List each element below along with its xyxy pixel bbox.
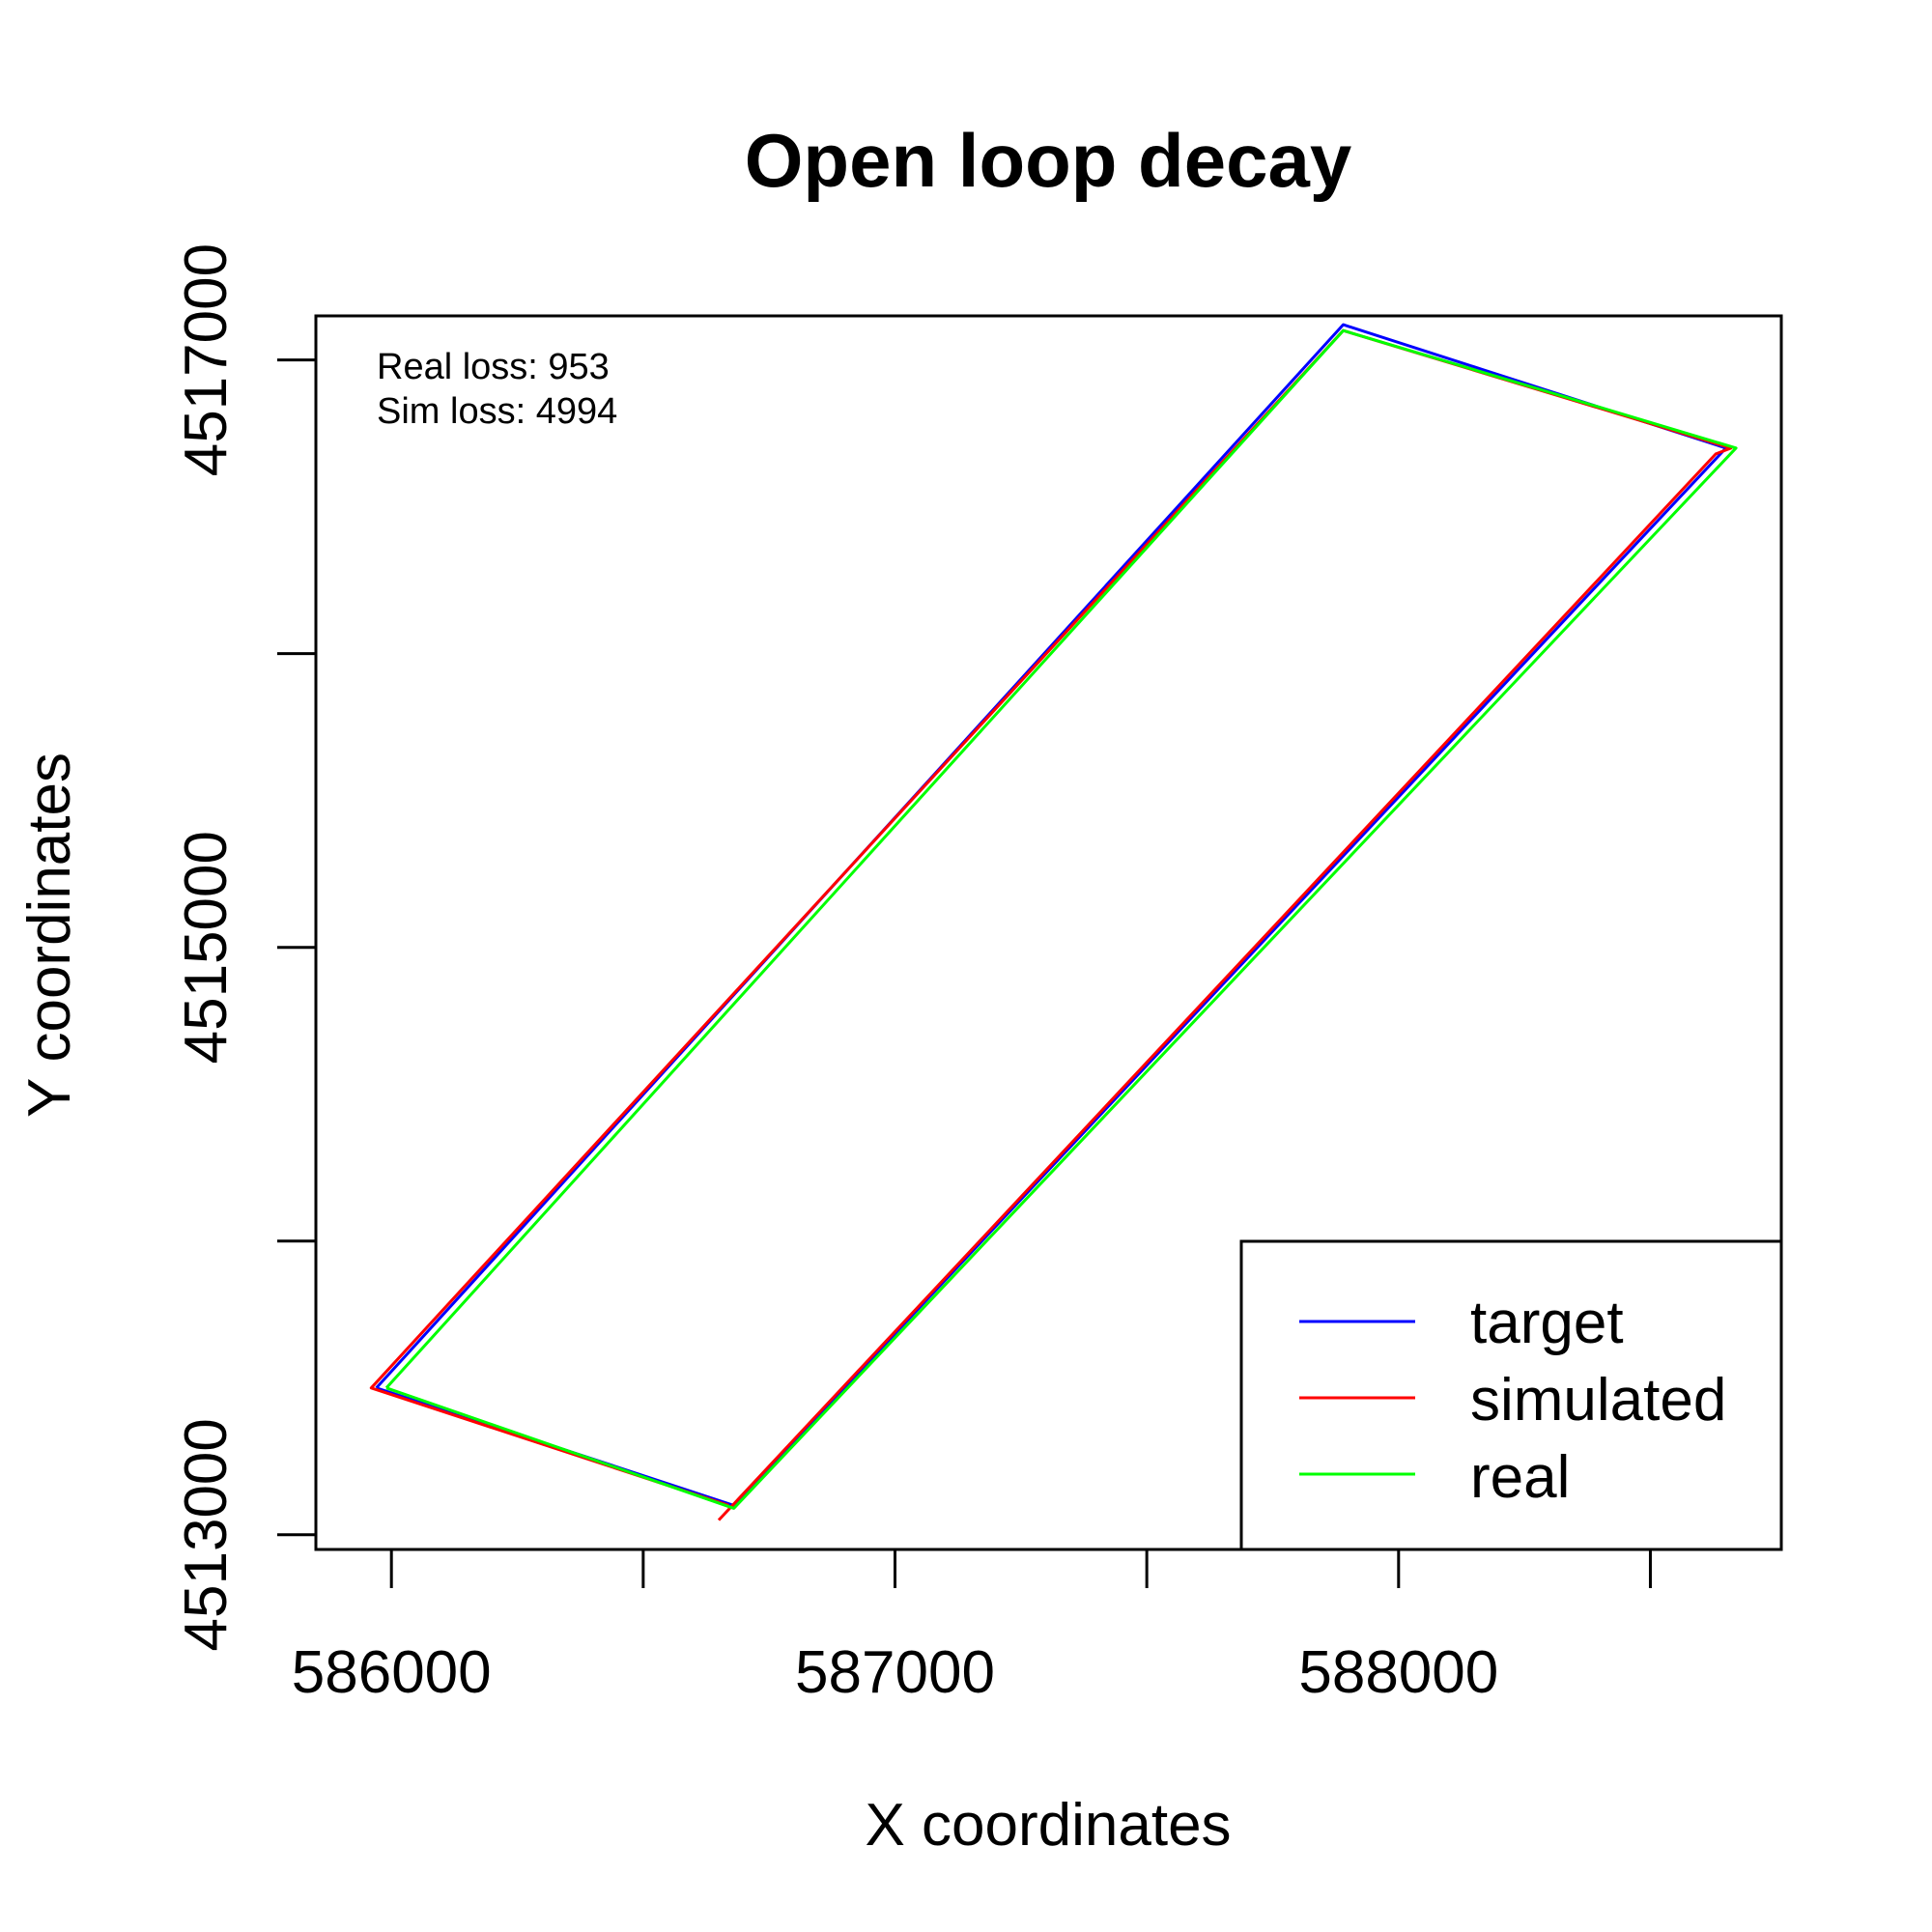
sim-loss-annotation: Sim loss: 4994 [377, 391, 617, 432]
real-loss-annotation: Real loss: 953 [377, 347, 610, 387]
legend-box [1239, 1239, 1783, 1551]
y-tick-label: 4513000 [173, 1418, 240, 1651]
x-axis-title: X coordinates [865, 1792, 1231, 1859]
y-axis-title: Y coordinates [16, 753, 83, 1118]
legend-label-simulated: simulated [1470, 1367, 1726, 1434]
series-layer [369, 323, 1738, 1521]
series-line-real [384, 328, 1738, 1510]
x-tick-label: 587000 [795, 1639, 995, 1706]
x-tick-label: 588000 [1298, 1639, 1498, 1706]
y-tick-label: 4517000 [173, 243, 240, 476]
legend: target simulated real [1239, 1239, 1783, 1551]
y-tick-label: 4515000 [173, 831, 240, 1064]
legend-label-target: target [1470, 1290, 1624, 1356]
plot-frame [314, 314, 1783, 1551]
chart-title: Open loop decay [745, 118, 1351, 203]
y-axis: 4513000 4515000 4517000 [173, 243, 318, 1651]
x-tick-label: 586000 [292, 1639, 492, 1706]
legend-label-real: real [1470, 1444, 1570, 1511]
x-axis: 586000 587000 588000 [292, 1548, 1652, 1706]
